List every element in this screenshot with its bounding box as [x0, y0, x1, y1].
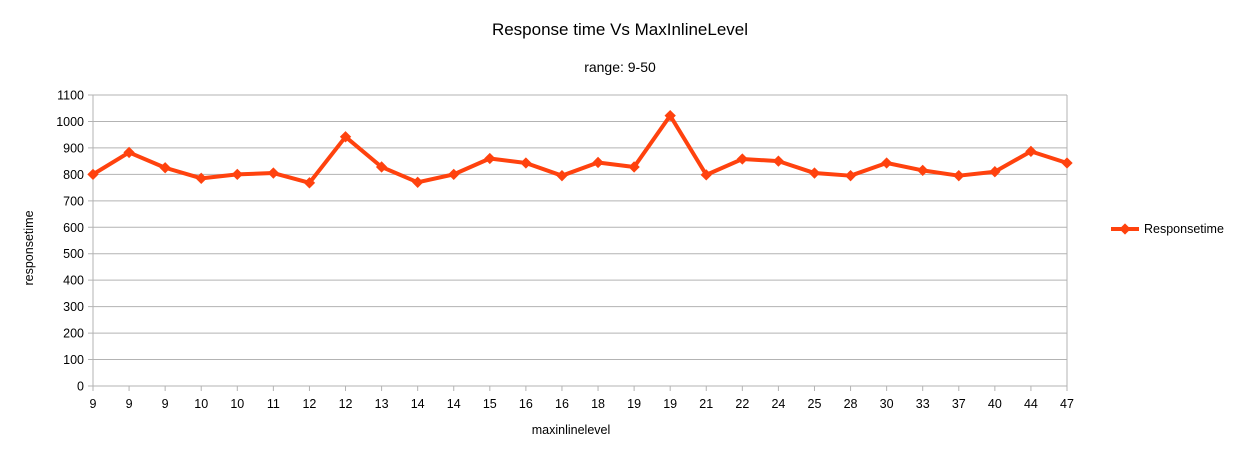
data-point: [772, 155, 785, 167]
x-tick-label: 30: [880, 397, 894, 411]
data-point: [159, 162, 171, 174]
x-tick-label: 11: [267, 397, 280, 411]
x-tick-label: 40: [988, 397, 1002, 411]
data-point: [953, 170, 965, 182]
data-point: [556, 170, 568, 182]
y-axis-ticks: 0 100 200 300 400 500 600 700 800 900 1000 1100: [56, 89, 84, 394]
data-point: [880, 157, 893, 169]
data-point: [123, 146, 135, 159]
x-tick-label: 19: [627, 397, 641, 411]
x-tick-label: 21: [699, 397, 713, 411]
data-point: [1061, 157, 1073, 169]
y-tick-label: 100: [63, 353, 84, 367]
data-point: [412, 176, 424, 188]
y-tick-label: 1000: [56, 115, 84, 129]
y-tick-label: 700: [63, 194, 84, 208]
y-tick-label: 400: [63, 274, 84, 288]
legend-marker-icon: [1119, 223, 1131, 235]
y-tick-label: 1100: [57, 89, 84, 103]
data-point: [448, 168, 460, 181]
data-point: [628, 161, 640, 173]
x-tick-label: 19: [663, 397, 677, 411]
x-tick-label: 24: [771, 397, 785, 411]
x-tick-label: 9: [90, 397, 97, 411]
data-point: [303, 177, 316, 189]
x-tick-label: 15: [483, 397, 497, 411]
data-point: [844, 170, 857, 182]
chart-subtitle: range: 9-50: [584, 59, 656, 75]
data-point: [267, 167, 280, 179]
x-tick-label: 16: [519, 397, 533, 411]
x-axis-ticks: 9 9 9 10 10 11 12 12 13 14 14 15 16 16 18 19 19 21 22 24 25 2…: [90, 386, 1074, 411]
x-tick-label: 18: [591, 397, 605, 411]
data-point: [592, 156, 604, 169]
x-tick-label: 12: [339, 397, 353, 411]
x-tick-label: 9: [162, 397, 169, 411]
data-point: [808, 167, 821, 179]
data-point: [484, 152, 496, 165]
chart-title: Response time Vs MaxInlineLevel: [492, 20, 748, 39]
x-tick-label: 28: [844, 397, 858, 411]
y-tick-label: 0: [77, 380, 84, 394]
plot-series: [87, 109, 1073, 189]
gridlines: [88, 94, 1068, 387]
data-point: [989, 166, 1001, 178]
x-tick-label: 12: [302, 397, 316, 411]
x-tick-label: 22: [735, 397, 749, 411]
data-point: [231, 168, 243, 181]
y-axis-title: responsetime: [22, 210, 36, 285]
data-point: [195, 172, 207, 184]
data-point: [917, 164, 929, 177]
data-point: [375, 161, 388, 173]
y-tick-label: 800: [63, 168, 84, 182]
x-tick-label: 33: [916, 397, 930, 411]
legend-label: Responsetime: [1144, 222, 1224, 236]
y-tick-label: 500: [63, 247, 84, 261]
x-tick-label: 9: [126, 397, 133, 411]
x-tick-label: 37: [952, 397, 966, 411]
x-tick-label: 10: [194, 397, 208, 411]
data-point: [700, 169, 712, 181]
x-tick-label: 16: [555, 397, 569, 411]
data-point: [339, 131, 352, 143]
x-tick-label: 44: [1024, 397, 1038, 411]
y-tick-label: 300: [63, 300, 84, 314]
x-tick-label: 10: [230, 397, 244, 411]
x-tick-label: 13: [375, 397, 389, 411]
y-tick-label: 600: [63, 221, 84, 235]
legend: Responsetime: [1111, 222, 1224, 236]
y-tick-label: 900: [63, 141, 84, 155]
x-axis-title: maxinlinelevel: [532, 423, 611, 437]
x-tick-label: 14: [447, 397, 461, 411]
data-point: [1025, 145, 1037, 158]
series-line: [91, 113, 1069, 185]
x-tick-label: 14: [411, 397, 425, 411]
x-tick-label: 25: [808, 397, 822, 411]
data-point: [520, 157, 532, 169]
data-point: [736, 153, 748, 165]
x-tick-label: 47: [1060, 397, 1074, 411]
y-tick-label: 200: [63, 327, 84, 341]
